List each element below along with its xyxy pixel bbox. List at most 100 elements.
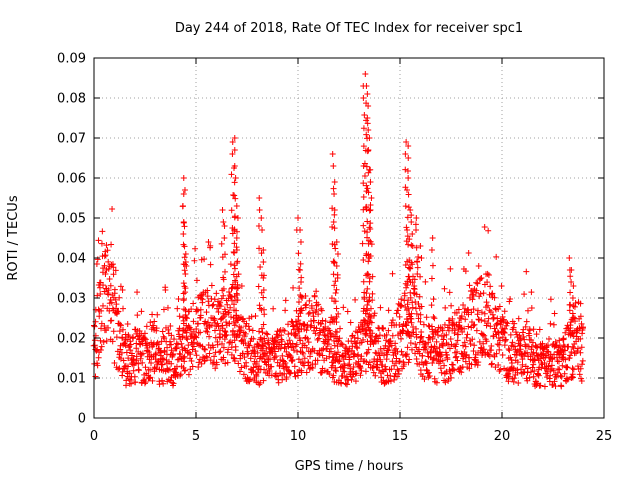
data-point	[365, 189, 372, 196]
data-point	[405, 241, 412, 248]
data-point	[142, 364, 149, 371]
data-point	[351, 334, 358, 341]
data-point	[433, 379, 440, 386]
data-point	[181, 243, 188, 250]
data-point	[401, 292, 408, 299]
data-point	[107, 282, 114, 289]
data-point	[116, 365, 123, 372]
data-point	[530, 361, 537, 368]
data-point	[225, 309, 232, 316]
data-point	[366, 135, 373, 141]
data-point	[180, 317, 187, 324]
data-point	[442, 379, 449, 386]
data-point	[389, 332, 396, 339]
data-point	[252, 313, 259, 320]
data-point	[112, 296, 119, 303]
data-point	[305, 310, 312, 317]
data-point	[417, 243, 424, 249]
data-point	[439, 341, 446, 348]
data-point	[510, 324, 517, 331]
data-point	[405, 155, 412, 161]
data-point	[463, 334, 470, 341]
data-point	[271, 354, 278, 361]
data-point	[276, 362, 283, 369]
data-point	[420, 321, 427, 328]
data-point	[327, 345, 334, 352]
data-point	[579, 325, 586, 332]
data-point	[231, 214, 238, 221]
data-point	[270, 305, 277, 312]
data-point	[247, 355, 254, 362]
data-point	[488, 361, 495, 368]
data-point	[578, 378, 585, 385]
data-point	[383, 356, 390, 363]
data-point	[403, 284, 410, 291]
data-point	[387, 378, 394, 385]
data-point	[425, 369, 432, 376]
data-point	[231, 265, 238, 272]
data-point	[341, 368, 348, 375]
data-point	[296, 328, 303, 335]
data-point	[476, 338, 483, 345]
data-point	[352, 378, 359, 385]
data-point	[408, 219, 415, 225]
data-point	[130, 334, 137, 341]
data-point	[388, 366, 395, 373]
data-point	[122, 342, 129, 349]
data-point	[331, 342, 338, 349]
data-point	[180, 280, 187, 287]
data-point	[496, 367, 503, 374]
data-point	[167, 338, 174, 345]
data-point	[188, 306, 195, 313]
data-point	[106, 307, 113, 314]
data-point	[480, 331, 487, 338]
data-point	[297, 267, 304, 273]
data-point	[92, 318, 99, 325]
data-point	[231, 322, 238, 329]
data-point	[218, 240, 225, 247]
data-point	[203, 309, 210, 316]
data-point	[117, 283, 124, 290]
data-point	[294, 348, 301, 355]
data-point	[199, 299, 206, 306]
data-point	[165, 326, 172, 333]
data-point	[245, 323, 252, 330]
data-point	[550, 321, 557, 328]
data-point	[556, 337, 563, 344]
data-point	[411, 286, 418, 293]
x-tick-label: 15	[392, 429, 409, 444]
data-point	[469, 291, 476, 298]
data-point	[361, 111, 368, 118]
data-point	[96, 313, 103, 320]
data-point	[142, 336, 149, 343]
data-point	[147, 319, 154, 326]
data-point	[173, 344, 179, 351]
data-point	[521, 336, 528, 343]
data-point	[193, 326, 200, 333]
data-point	[257, 264, 264, 271]
data-point	[409, 279, 416, 286]
data-point	[234, 228, 241, 235]
y-tick-label: 0.08	[57, 92, 86, 107]
data-point	[262, 340, 269, 347]
data-point	[437, 349, 444, 356]
data-point	[481, 318, 488, 325]
data-point	[201, 256, 208, 263]
data-point	[231, 135, 238, 141]
data-point	[363, 350, 370, 357]
data-point	[221, 235, 228, 241]
data-point	[366, 311, 373, 318]
data-point	[379, 324, 386, 331]
data-point	[229, 284, 236, 291]
data-point	[330, 372, 337, 379]
data-point	[516, 342, 523, 349]
data-point	[511, 320, 518, 327]
data-point	[363, 131, 370, 138]
data-point	[322, 318, 329, 325]
data-point	[168, 360, 175, 367]
data-point	[281, 327, 288, 334]
data-point	[501, 308, 508, 315]
data-point	[206, 350, 213, 357]
data-point	[207, 244, 214, 251]
data-point	[223, 319, 230, 326]
